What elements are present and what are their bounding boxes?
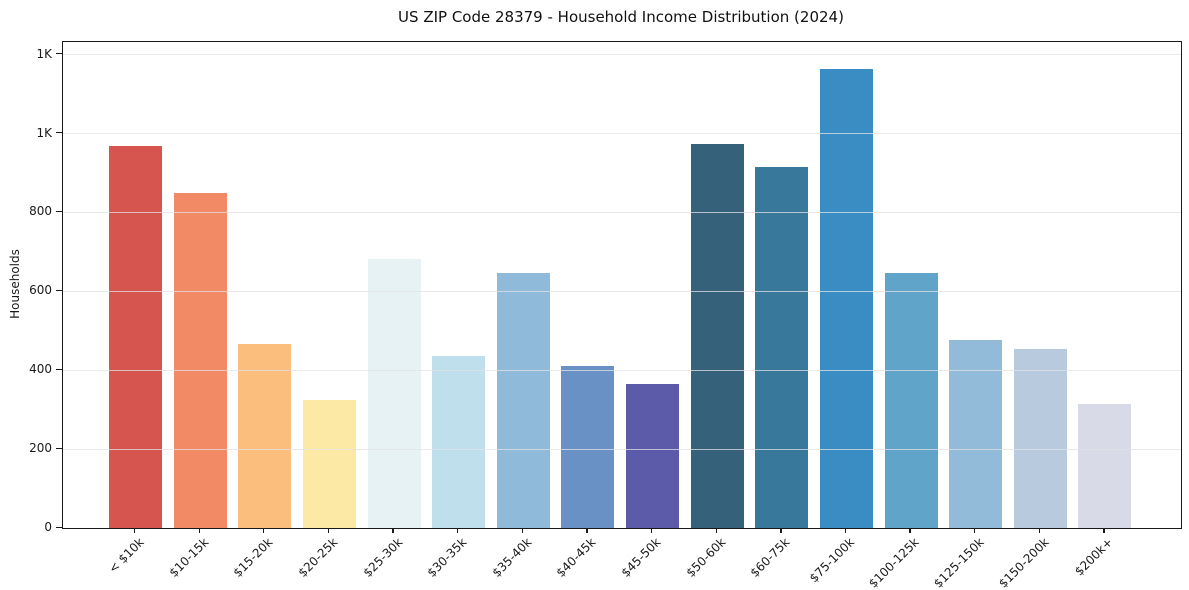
bar: [884, 272, 938, 528]
bar: [238, 344, 292, 528]
x-tick-mark: [133, 528, 136, 534]
x-tick-mark: [650, 528, 653, 534]
x-tick-mark: [327, 528, 330, 534]
bar: [561, 366, 615, 528]
x-tick-label: $35-40k: [489, 535, 535, 580]
bar: [302, 400, 356, 528]
y-tick-mark: [56, 526, 62, 528]
y-tick-label: 0: [44, 520, 52, 534]
bar: [1078, 404, 1132, 528]
bar: [109, 146, 162, 528]
x-tick-mark: [586, 528, 588, 534]
x-tick-label: $75-100k: [807, 535, 858, 586]
x-tick-mark: [198, 528, 200, 534]
x-tick-mark: [263, 528, 265, 534]
gridline: [63, 54, 1181, 56]
bar: [949, 340, 1003, 528]
bar: [496, 272, 550, 528]
bar: [432, 355, 486, 528]
bar: [819, 68, 873, 528]
x-tick-label: < $10k: [105, 535, 147, 576]
x-tick-mark: [521, 528, 523, 534]
x-tick-label: $40-45k: [553, 535, 599, 580]
x-tick-label: $50-60k: [683, 535, 729, 580]
x-tick-label: $25-30k: [360, 535, 405, 580]
y-tick-label: 1K: [36, 46, 52, 61]
y-tick-mark: [56, 447, 62, 449]
x-tick-mark: [1038, 528, 1041, 534]
gridline: [63, 211, 1181, 213]
x-tick-label: $30-35k: [424, 535, 470, 580]
bar: [1013, 348, 1067, 528]
x-tick-mark: [844, 528, 847, 534]
gridline: [63, 369, 1181, 371]
x-tick-mark: [780, 528, 782, 534]
x-tick-label: $10-15k: [166, 535, 212, 580]
bar: [626, 384, 680, 528]
x-tick-mark: [715, 528, 717, 534]
chart-title: US ZIP Code 28379 - Household Income Dis…: [398, 8, 844, 26]
x-tick-label: $125-150k: [930, 535, 987, 590]
x-tick-label: $100-125k: [866, 535, 923, 590]
y-tick-label: 400: [29, 362, 52, 377]
gridline: [63, 132, 1181, 135]
y-tick-label: 1K: [36, 125, 52, 140]
x-tick-mark: [392, 528, 394, 534]
x-tick-label: $45-50k: [618, 535, 664, 580]
x-tick-label: $150-200k: [995, 535, 1052, 590]
x-tick-label: $15-20k: [230, 535, 276, 580]
gridline: [63, 448, 1181, 450]
x-tick-label: $20-25k: [295, 535, 341, 580]
x-tick-mark: [974, 528, 976, 534]
y-tick-mark: [56, 210, 62, 213]
plot-area: [62, 41, 1182, 529]
bar: [367, 258, 421, 528]
y-tick-mark: [56, 368, 62, 370]
x-tick-mark: [457, 528, 459, 534]
y-tick-mark: [56, 53, 62, 55]
y-tick-label: 200: [29, 441, 52, 456]
x-tick-mark: [1103, 528, 1105, 534]
y-tick-label: 600: [29, 283, 52, 298]
x-tick-mark: [909, 528, 911, 534]
y-tick-mark: [56, 289, 62, 292]
y-tick-mark: [56, 132, 62, 134]
bar: [755, 167, 809, 528]
y-tick-label: 800: [29, 204, 52, 219]
x-tick-label: $200k+: [1072, 535, 1116, 579]
x-tick-label: $60-75k: [747, 535, 793, 580]
gridline: [63, 290, 1181, 292]
bar: [173, 193, 227, 528]
bar: [690, 143, 744, 528]
